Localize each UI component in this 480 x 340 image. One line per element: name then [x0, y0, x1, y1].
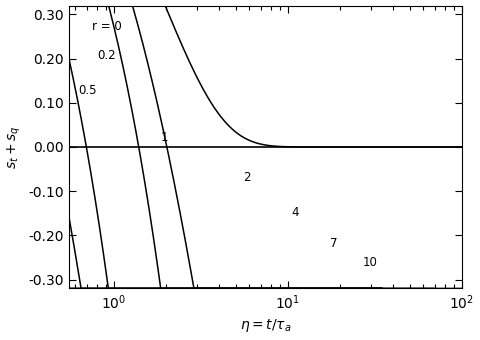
Text: r = 0: r = 0 — [92, 20, 122, 33]
Y-axis label: $s_t + s_q$: $s_t + s_q$ — [6, 125, 23, 169]
Text: 4: 4 — [292, 206, 299, 219]
Text: 0.5: 0.5 — [78, 84, 96, 97]
Text: 1: 1 — [160, 131, 168, 144]
Text: 2: 2 — [243, 171, 251, 184]
Text: 10: 10 — [363, 256, 378, 269]
Text: 0.2: 0.2 — [97, 49, 116, 62]
Text: 7: 7 — [330, 237, 338, 250]
X-axis label: $\eta = t / \tau_a$: $\eta = t / \tau_a$ — [240, 318, 291, 335]
